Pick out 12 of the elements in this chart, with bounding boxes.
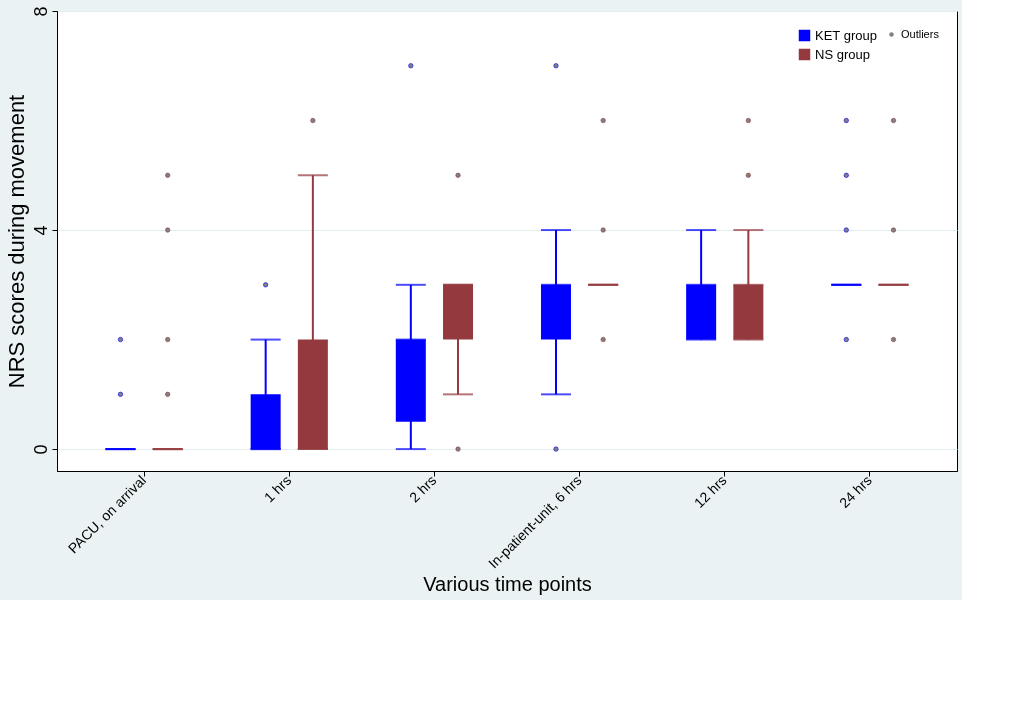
legend-label: KET group [815, 27, 877, 43]
x-tick-label: 2 hrs [406, 472, 440, 506]
annotation: Outliers [901, 27, 940, 40]
x-tick-label: 24 hrs [836, 472, 875, 511]
y-tick-label: 4 [30, 225, 51, 236]
y-tick-label: 8 [30, 6, 51, 17]
x-axis-title: Various time points [423, 573, 592, 596]
y-tick-label: 0 [30, 444, 51, 455]
x-tick-label: 1 hrs [260, 472, 295, 506]
y-axis-title: NRS scores during movement [3, 94, 29, 389]
legend-label: NS group [815, 46, 870, 62]
x-tick-label: 12 hrs [690, 472, 730, 511]
